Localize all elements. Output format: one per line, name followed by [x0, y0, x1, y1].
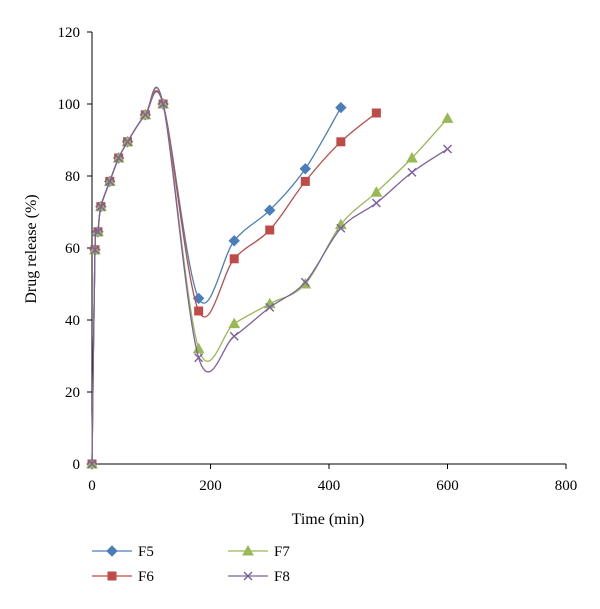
series-f8: [87, 86, 452, 469]
marker-stroke: [87, 459, 97, 469]
marker-stroke: [407, 167, 417, 177]
legend-marker-f8: [243, 571, 253, 581]
marker-stroke: [90, 245, 100, 255]
x-axis-title: Time (min): [292, 511, 365, 528]
data-point-f8: [229, 331, 239, 341]
legend-item-f6: F6: [92, 569, 154, 585]
data-point-f5: [335, 101, 347, 114]
marker-stroke: [140, 110, 150, 120]
data-point-f8: [265, 302, 275, 312]
data-point-f8: [371, 198, 381, 208]
data-point-f8: [87, 459, 97, 469]
y-axis-title: Drug release (%): [23, 194, 40, 303]
y-tick-label: 120: [58, 25, 81, 41]
marker-stroke: [371, 198, 381, 208]
data-point-f5: [299, 163, 312, 175]
data-point-f7: [370, 186, 383, 197]
data-point-f8: [90, 245, 100, 255]
data-point-f8: [336, 223, 346, 233]
legend-item-f8: F8: [228, 569, 290, 585]
series-f6: [87, 90, 381, 469]
marker-stroke: [105, 176, 115, 186]
data-point-f8: [105, 176, 115, 186]
data-point-f8: [158, 99, 168, 109]
data-point-f7: [228, 317, 241, 329]
data-point-f8: [93, 227, 103, 237]
x-tick-label: 0: [88, 478, 96, 494]
marker-stroke: [243, 571, 253, 581]
legend-item-f7: F7: [228, 544, 290, 560]
marker-stroke: [114, 153, 124, 163]
y-tick-label: 60: [65, 241, 80, 257]
data-point-f6: [229, 254, 239, 264]
legend-item-f5: F5: [92, 544, 154, 560]
y-tick-label: 80: [65, 169, 80, 185]
marker-stroke: [123, 137, 133, 147]
series-line-f7: [91, 87, 448, 465]
legend-label-f8: F8: [274, 569, 290, 585]
data-point-f6: [300, 176, 310, 186]
marker-stroke: [443, 144, 452, 154]
axes: 0 20 40 60 80 100 120 0 200 400 600 800: [58, 25, 578, 494]
data-point-f5: [264, 204, 276, 216]
legend: F5 F6 F7 F8: [92, 544, 290, 585]
legend-marker-f5: [106, 545, 118, 557]
data-point-f5: [192, 292, 205, 305]
data-point-f8: [443, 144, 452, 154]
data-point-f7: [441, 112, 454, 123]
x-tick-label: 400: [318, 478, 341, 494]
legend-label-f5: F5: [138, 544, 154, 560]
series-line-f5: [91, 91, 342, 465]
data-point-f7: [406, 151, 418, 163]
data-point-f8: [300, 277, 310, 287]
y-tick-label: 0: [73, 457, 81, 473]
marker-stroke: [229, 331, 239, 341]
data-point-f8: [123, 137, 133, 147]
data-point-f7: [299, 277, 312, 289]
data-point-f8: [407, 167, 417, 177]
data-point-f8: [96, 202, 106, 212]
legend-label-f7: F7: [274, 544, 290, 560]
marker-stroke: [158, 99, 168, 109]
x-tick-label: 600: [436, 478, 459, 494]
x-tick-label: 200: [199, 478, 222, 494]
marker-stroke: [300, 277, 310, 287]
data-point-f8: [140, 110, 150, 120]
data-point-f6: [371, 108, 381, 118]
y-tick-label: 100: [58, 97, 81, 113]
data-point-f8: [194, 353, 204, 363]
legend-label-f6: F6: [138, 569, 154, 585]
data-point-f8: [114, 153, 124, 163]
legend-marker-f6: [107, 571, 117, 581]
series-line-f6: [91, 90, 377, 465]
legend-marker-f7: [242, 544, 254, 556]
marker-stroke: [96, 202, 106, 212]
marker-stroke: [194, 353, 204, 363]
marker-stroke: [265, 302, 275, 312]
series-line-f8: [91, 86, 448, 465]
marker-stroke: [336, 223, 346, 233]
data-point-f6: [194, 306, 204, 316]
marker-stroke: [93, 227, 103, 237]
series-layer: [86, 86, 454, 470]
y-tick-label: 20: [65, 385, 80, 401]
data-point-f6: [265, 225, 275, 235]
series-f7: [86, 87, 454, 469]
data-point-f6: [336, 137, 346, 147]
y-tick-label: 40: [65, 313, 80, 329]
data-point-f5: [228, 235, 240, 247]
x-tick-label: 800: [555, 478, 578, 494]
